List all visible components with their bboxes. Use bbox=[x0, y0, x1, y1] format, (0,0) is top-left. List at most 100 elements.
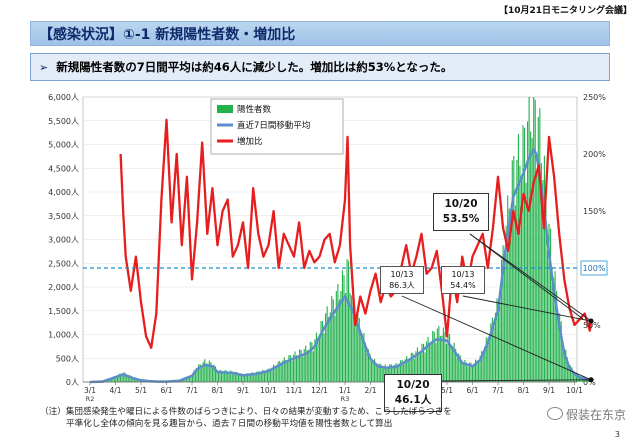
cases-bar bbox=[326, 306, 328, 382]
cases-bar bbox=[201, 367, 203, 382]
cases-bar bbox=[546, 250, 549, 382]
cases-bar bbox=[130, 376, 132, 382]
legend-swatch-bar bbox=[217, 105, 233, 113]
footnote-line-1: （注）集団感染発生や曜日による件数のばらつきにより、日々の結果が変動するため、こ… bbox=[40, 407, 452, 417]
cases-bar bbox=[314, 339, 316, 382]
cases-bar bbox=[303, 349, 305, 382]
cases-bar bbox=[501, 259, 503, 382]
callout-avg-1013-date: 10/13 bbox=[390, 270, 414, 279]
legend-label: 直近7日間移動平均 bbox=[237, 120, 310, 131]
cases-bar bbox=[453, 342, 455, 382]
cases-bar bbox=[502, 245, 504, 382]
cases-bar bbox=[123, 372, 125, 382]
x-tick-label: 10/1 bbox=[260, 386, 277, 395]
cases-bar bbox=[205, 363, 207, 382]
cases-bar bbox=[214, 366, 217, 382]
cases-bar bbox=[432, 330, 434, 382]
cases-bar bbox=[441, 335, 443, 382]
cases-bar bbox=[527, 121, 529, 383]
cases-bar bbox=[456, 358, 458, 382]
cases-bar bbox=[468, 362, 470, 382]
cases-bar bbox=[530, 131, 532, 382]
cases-bar bbox=[185, 377, 187, 382]
cases-bar bbox=[363, 332, 365, 382]
cases-bar bbox=[216, 371, 218, 382]
x-tick-label: 6/1 bbox=[160, 386, 172, 395]
cases-bar bbox=[335, 291, 337, 382]
chart-lines bbox=[89, 118, 593, 384]
cases-bar bbox=[551, 266, 553, 382]
cases-bar bbox=[476, 360, 478, 382]
cases-bar bbox=[273, 364, 275, 382]
cases-bar bbox=[560, 321, 562, 382]
reference-line-100: 100% bbox=[83, 260, 608, 276]
cases-bar bbox=[448, 334, 451, 382]
wechat-icon bbox=[546, 407, 563, 420]
cases-bar bbox=[291, 360, 293, 382]
cases-bar bbox=[297, 355, 299, 382]
cases-bar bbox=[233, 373, 235, 382]
cases-bar bbox=[471, 366, 474, 382]
cases-bar bbox=[519, 165, 521, 382]
cases-bar bbox=[569, 365, 571, 382]
x-tick-label: 8/1 bbox=[517, 386, 529, 395]
x-tick-label: 7/1 bbox=[492, 386, 504, 395]
cases-bar bbox=[543, 155, 545, 382]
cases-bar bbox=[309, 341, 311, 382]
cases-bar bbox=[115, 376, 117, 382]
cases-bar bbox=[393, 364, 396, 382]
callout-pointer bbox=[441, 379, 592, 382]
cases-bar bbox=[323, 333, 325, 382]
cases-bar bbox=[563, 349, 565, 382]
cases-bar bbox=[422, 343, 425, 382]
cases-bar bbox=[277, 361, 279, 382]
meeting-tag: 【10月21日モニタリング会議】 bbox=[498, 6, 632, 16]
cases-bar bbox=[302, 357, 304, 382]
x-tick-label: 7/1 bbox=[186, 386, 198, 395]
cases-bar bbox=[236, 372, 238, 382]
cases-bar bbox=[445, 343, 448, 382]
cases-bar bbox=[266, 368, 269, 382]
cases-bar bbox=[511, 160, 513, 382]
cases-bar bbox=[213, 364, 215, 382]
x-tick-label: 3/1 bbox=[84, 386, 96, 395]
cases-bar bbox=[548, 223, 550, 382]
x-tick-label: 4/1 bbox=[109, 386, 121, 395]
callout-ratio-1020-date: 10/20 bbox=[444, 198, 478, 210]
cases-bar bbox=[265, 372, 267, 382]
cases-bar bbox=[320, 320, 322, 382]
cases-bar bbox=[465, 362, 467, 382]
callout-ratio-1013-value: 54.4% bbox=[450, 281, 476, 290]
callout-avg-1020-date: 10/20 bbox=[396, 379, 430, 391]
cases-bar bbox=[351, 295, 353, 382]
cases-bar bbox=[461, 362, 463, 382]
cases-bar bbox=[467, 366, 469, 382]
cases-bar bbox=[470, 362, 472, 382]
cases-bar bbox=[332, 299, 334, 382]
callout-pointer bbox=[401, 295, 592, 381]
x-tick-label: 5/1 bbox=[135, 386, 147, 395]
cases-bar bbox=[343, 275, 345, 382]
cases-bar bbox=[435, 342, 437, 382]
cases-bar bbox=[247, 373, 249, 382]
cases-bar bbox=[121, 374, 123, 382]
cases-bar bbox=[286, 361, 288, 382]
cases-bar bbox=[464, 360, 466, 382]
cases-bar bbox=[242, 374, 244, 382]
cases-bar bbox=[256, 371, 258, 382]
callout-pointer bbox=[462, 295, 592, 322]
cases-bar bbox=[274, 365, 276, 382]
reference-label: 100% bbox=[583, 264, 606, 273]
cases-bar bbox=[116, 375, 119, 382]
cases-bar bbox=[577, 374, 579, 382]
cases-bar bbox=[202, 361, 204, 382]
cases-bar bbox=[354, 305, 356, 382]
cases-bar bbox=[251, 372, 253, 382]
cases-bar bbox=[292, 354, 295, 382]
right-axis: 0% 50% 100% 150% 200% 250% bbox=[583, 93, 606, 387]
x-tick-label: 10/1 bbox=[566, 386, 583, 395]
x-axis: 3/1R2 4/1 5/1 6/1 7/1 8/1 9/1 10/1 11/1 12/1 1/1R3… bbox=[83, 381, 583, 403]
cases-bar bbox=[401, 359, 403, 382]
cases-bar bbox=[367, 349, 370, 382]
cases-bar bbox=[338, 299, 340, 382]
